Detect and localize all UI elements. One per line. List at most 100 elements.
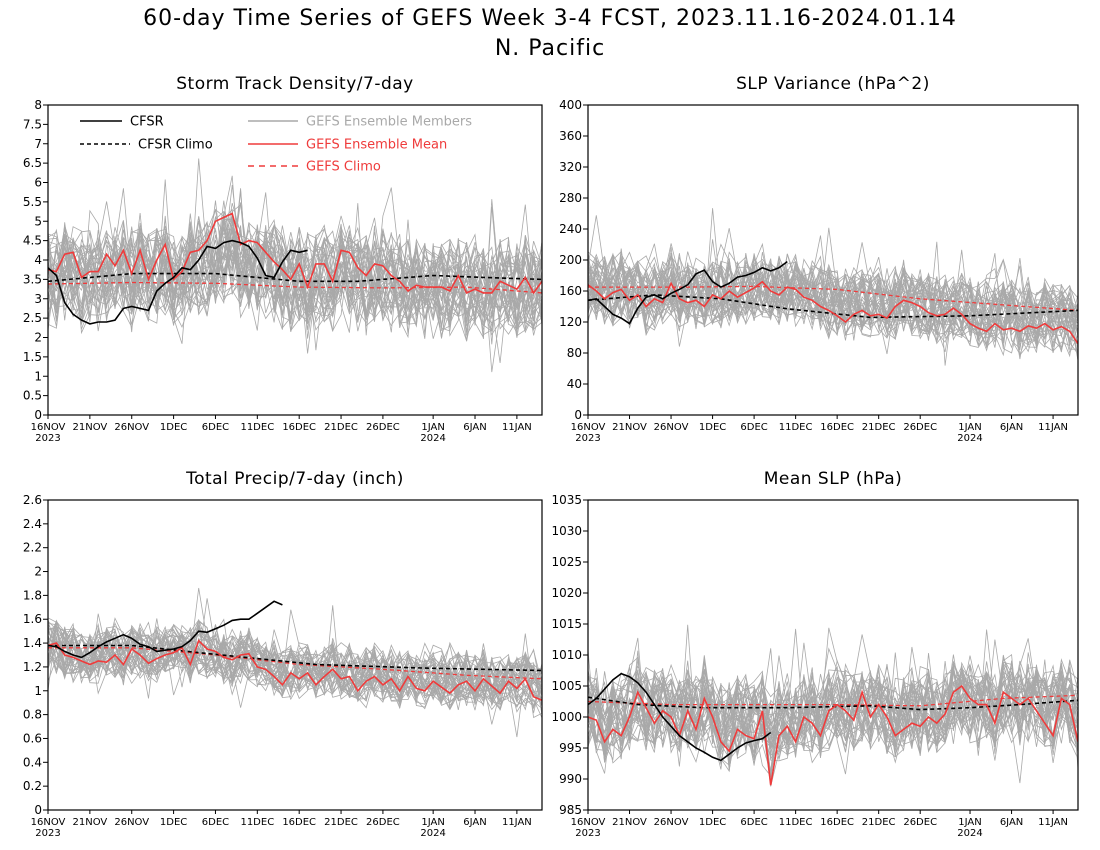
y-tick-label: 1005 [551, 679, 582, 693]
x-tick-label: 26DEC [366, 817, 400, 828]
x-tick-label: 1JAN [958, 817, 981, 828]
legend-label-cfsr: CFSR [130, 115, 164, 130]
y-tick-label: 1.2 [23, 660, 42, 674]
cfsr-climo-line [48, 272, 542, 283]
y-tick-label: 1035 [551, 493, 582, 507]
x-tick-label: 26NOV [654, 422, 689, 433]
y-tick-label: 1030 [551, 524, 582, 538]
x-tick-label: 6DEC [740, 422, 767, 433]
member-line [48, 620, 542, 706]
y-tick-label: 5.5 [23, 195, 42, 209]
x-year-label: 2023 [575, 433, 600, 444]
x-tick-label: 1DEC [160, 422, 187, 433]
ensemble-members [588, 208, 1078, 366]
plot-area [588, 624, 1078, 787]
member-line [48, 619, 542, 702]
x-tick-label: 21DEC [862, 817, 896, 828]
member-line [48, 625, 542, 703]
x-tick-label: 21DEC [324, 817, 358, 828]
figure-title: 60-day Time Series of GEFS Week 3-4 FCST… [143, 6, 957, 31]
x-tick-label: 11JAN [502, 817, 532, 828]
y-tick-label: 4 [34, 253, 42, 267]
cfsr-line [48, 239, 308, 325]
x-year-label: 2023 [35, 828, 60, 839]
y-tick-label: 2.2 [23, 541, 42, 555]
y-tick-label: 5 [34, 214, 42, 228]
legend-label-gefs-climo: GEFS Climo [306, 160, 381, 175]
x-tick-label: 21DEC [324, 422, 358, 433]
y-tick-label: 7.5 [23, 117, 42, 131]
y-tick-label: 2.4 [23, 517, 42, 531]
x-year-label: 2024 [420, 433, 445, 444]
ensemble-members [588, 624, 1078, 787]
y-tick-label: 240 [559, 222, 582, 236]
x-tick-label: 11JAN [1038, 422, 1068, 433]
y-tick-label: 3 [34, 292, 42, 306]
plot-area [48, 158, 542, 373]
x-tick-label: 1DEC [160, 817, 187, 828]
member-line [588, 661, 1078, 755]
x-tick-label: 16DEC [282, 422, 316, 433]
y-tick-label: 0 [34, 803, 42, 817]
x-tick-label: 26NOV [654, 817, 689, 828]
member-line [588, 261, 1078, 351]
x-tick-label: 11DEC [240, 422, 274, 433]
panel-title-slp-variance: SLP Variance (hPa^2) [736, 74, 930, 94]
x-tick-label: 11DEC [779, 422, 813, 433]
member-line [588, 258, 1078, 350]
y-tick-label: 200 [559, 253, 582, 267]
x-tick-label: 6JAN [1000, 422, 1023, 433]
legend-label-cfsr-climo: CFSR Climo [138, 138, 213, 153]
member-line [48, 621, 542, 719]
y-tick-label: 1 [34, 369, 42, 383]
y-tick-label: 1010 [551, 648, 582, 662]
x-tick-label: 6DEC [202, 817, 229, 828]
x-tick-label: 16NOV [31, 817, 66, 828]
member-line [48, 200, 542, 342]
x-tick-label: 21DEC [862, 422, 896, 433]
member-line [588, 227, 1078, 346]
x-tick-label: 16DEC [820, 422, 854, 433]
member-line [588, 255, 1078, 349]
y-tick-label: 0.4 [23, 755, 42, 769]
x-tick-label: 6JAN [463, 422, 486, 433]
x-tick-label: 21NOV [72, 422, 107, 433]
y-tick-label: 400 [559, 98, 582, 112]
y-tick-label: 985 [559, 803, 582, 817]
plot-frame [587, 499, 1079, 811]
member-line [48, 208, 542, 332]
x-tick-label: 6JAN [463, 817, 486, 828]
y-tick-label: 1.6 [23, 612, 42, 626]
x-year-label: 2024 [957, 828, 982, 839]
y-tick-label: 1015 [551, 617, 582, 631]
y-tick-label: 2 [34, 331, 42, 345]
y-tick-label: 280 [559, 191, 582, 205]
y-tick-label: 120 [559, 315, 582, 329]
gefs-climo-line [588, 694, 1078, 707]
cfsr-line [48, 600, 283, 659]
x-year-label: 2023 [35, 433, 60, 444]
y-tick-label: 0.5 [23, 389, 42, 403]
x-tick-label: 26DEC [903, 422, 937, 433]
member-line [588, 235, 1078, 348]
y-tick-label: 995 [559, 741, 582, 755]
y-tick-label: 0.8 [23, 708, 42, 722]
y-tick-label: 80 [567, 346, 582, 360]
x-tick-label: 6JAN [1000, 817, 1023, 828]
cfsr-line [588, 672, 772, 762]
member-line [48, 624, 542, 711]
y-tick-label: 4.5 [23, 234, 42, 248]
legend: CFSR CFSR Climo GEFS Ensemble Members GEFS … [80, 115, 472, 175]
gefs-ensemble-mean-line [588, 280, 1078, 345]
x-year-label: 2024 [420, 828, 445, 839]
plot-area [48, 587, 542, 738]
x-tick-label: 26NOV [114, 422, 149, 433]
member-line [48, 622, 542, 710]
y-tick-label: 6 [34, 176, 42, 190]
ensemble-members [48, 158, 542, 373]
x-tick-label: 21NOV [612, 422, 647, 433]
